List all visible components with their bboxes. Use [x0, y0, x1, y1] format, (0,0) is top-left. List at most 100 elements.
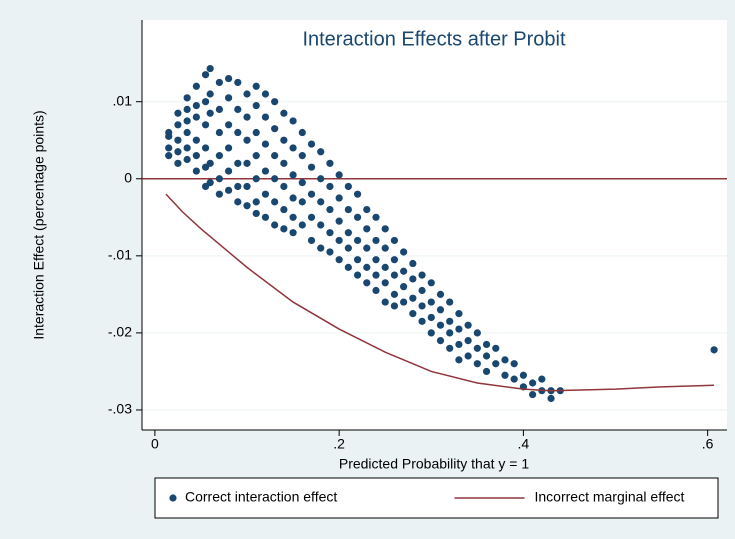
scatter-point [289, 194, 297, 202]
scatter-point [427, 329, 435, 337]
scatter-point [206, 159, 214, 167]
y-tick-label: -.02 [108, 324, 132, 340]
scatter-point [234, 128, 242, 137]
legend-swatch [169, 494, 177, 502]
scatter-point [372, 236, 380, 245]
scatter-point [363, 279, 371, 287]
legend [154, 477, 719, 519]
scatter-point [335, 217, 343, 225]
scatter-point [326, 159, 334, 167]
scatter-point [271, 125, 279, 133]
scatter-point [710, 346, 718, 354]
scatter-point [224, 94, 233, 102]
scatter-point [363, 263, 371, 271]
scatter-point [353, 256, 362, 264]
scatter-point [280, 225, 288, 233]
scatter-point [298, 221, 306, 229]
scatter-point [289, 213, 297, 221]
scatter-point [363, 244, 371, 252]
scatter-point [390, 236, 399, 245]
scatter-point [446, 298, 454, 306]
scatter-point [165, 152, 173, 160]
scatter-point [381, 298, 389, 306]
scatter-point [183, 105, 191, 113]
scatter-point [307, 140, 316, 148]
scatter-point [307, 190, 316, 198]
x-tick-label: 0 [151, 436, 159, 452]
scatter-point [252, 82, 260, 90]
scatter-point [201, 71, 210, 79]
scatter-point [307, 213, 316, 221]
scatter-point [390, 256, 399, 264]
scatter-point [427, 313, 435, 322]
scatter-point [538, 375, 546, 383]
scatter-point [165, 132, 173, 140]
scatter-point [326, 205, 334, 214]
scatter-point [224, 144, 233, 152]
scatter-point [243, 136, 251, 144]
scatter-point [192, 113, 200, 121]
scatter-point [482, 352, 491, 360]
scatter-point [252, 209, 260, 218]
scatter-point [492, 360, 500, 368]
scatter-point [464, 321, 472, 329]
scatter-point [201, 144, 210, 152]
scatter-point [298, 128, 306, 137]
scatter-point [234, 78, 242, 87]
scatter-point [473, 329, 481, 337]
scatter-point [529, 390, 537, 399]
legend-label: Correct interaction effect [185, 489, 337, 505]
scatter-point [409, 310, 417, 318]
scatter-point [436, 290, 445, 298]
scatter-point [261, 213, 270, 221]
scatter-point [317, 148, 325, 156]
scatter-point [215, 78, 223, 87]
scatter-point [390, 302, 399, 310]
scatter-point [289, 117, 297, 125]
scatter-point [353, 236, 362, 245]
scatter-point [390, 271, 399, 279]
scatter-point [174, 159, 182, 167]
scatter-point [510, 375, 518, 383]
scatter-point [192, 101, 200, 110]
scatter-point [335, 256, 343, 264]
scatter-point [280, 159, 288, 167]
scatter-point [243, 113, 251, 121]
scatter-point [192, 136, 200, 144]
scatter-point [418, 302, 426, 310]
plot-area [142, 20, 727, 430]
scatter-point [353, 271, 362, 279]
y-tick-label: -.03 [108, 401, 132, 417]
scatter-point [436, 337, 445, 345]
scatter-point [418, 317, 426, 325]
scatter-point [298, 198, 306, 206]
scatter-point [252, 128, 260, 137]
scatter-point [201, 98, 210, 106]
scatter-point [317, 175, 325, 183]
scatter-point [372, 271, 380, 279]
scatter-point [317, 198, 325, 206]
scatter-point [206, 179, 214, 187]
scatter-point [363, 225, 371, 233]
scatter-point [372, 213, 380, 221]
scatter-point [252, 101, 260, 110]
scatter-point [455, 356, 463, 364]
scatter-point [307, 163, 316, 171]
scatter-point [165, 144, 173, 152]
y-tick-label: -.01 [108, 247, 132, 263]
scatter-point [400, 298, 408, 306]
scatter-point [271, 221, 279, 229]
scatter-point [381, 244, 389, 252]
scatter-point [400, 248, 408, 256]
scatter-point [234, 105, 242, 113]
scatter-point [234, 182, 242, 191]
scatter-point [252, 175, 260, 183]
scatter-point [215, 152, 223, 160]
scatter-point [455, 310, 463, 318]
scatter-point [436, 321, 445, 329]
scatter-point [298, 152, 306, 160]
scatter-point [335, 236, 343, 245]
scatter-point [326, 248, 334, 256]
scatter-point [224, 74, 233, 83]
scatter-point [446, 344, 454, 352]
